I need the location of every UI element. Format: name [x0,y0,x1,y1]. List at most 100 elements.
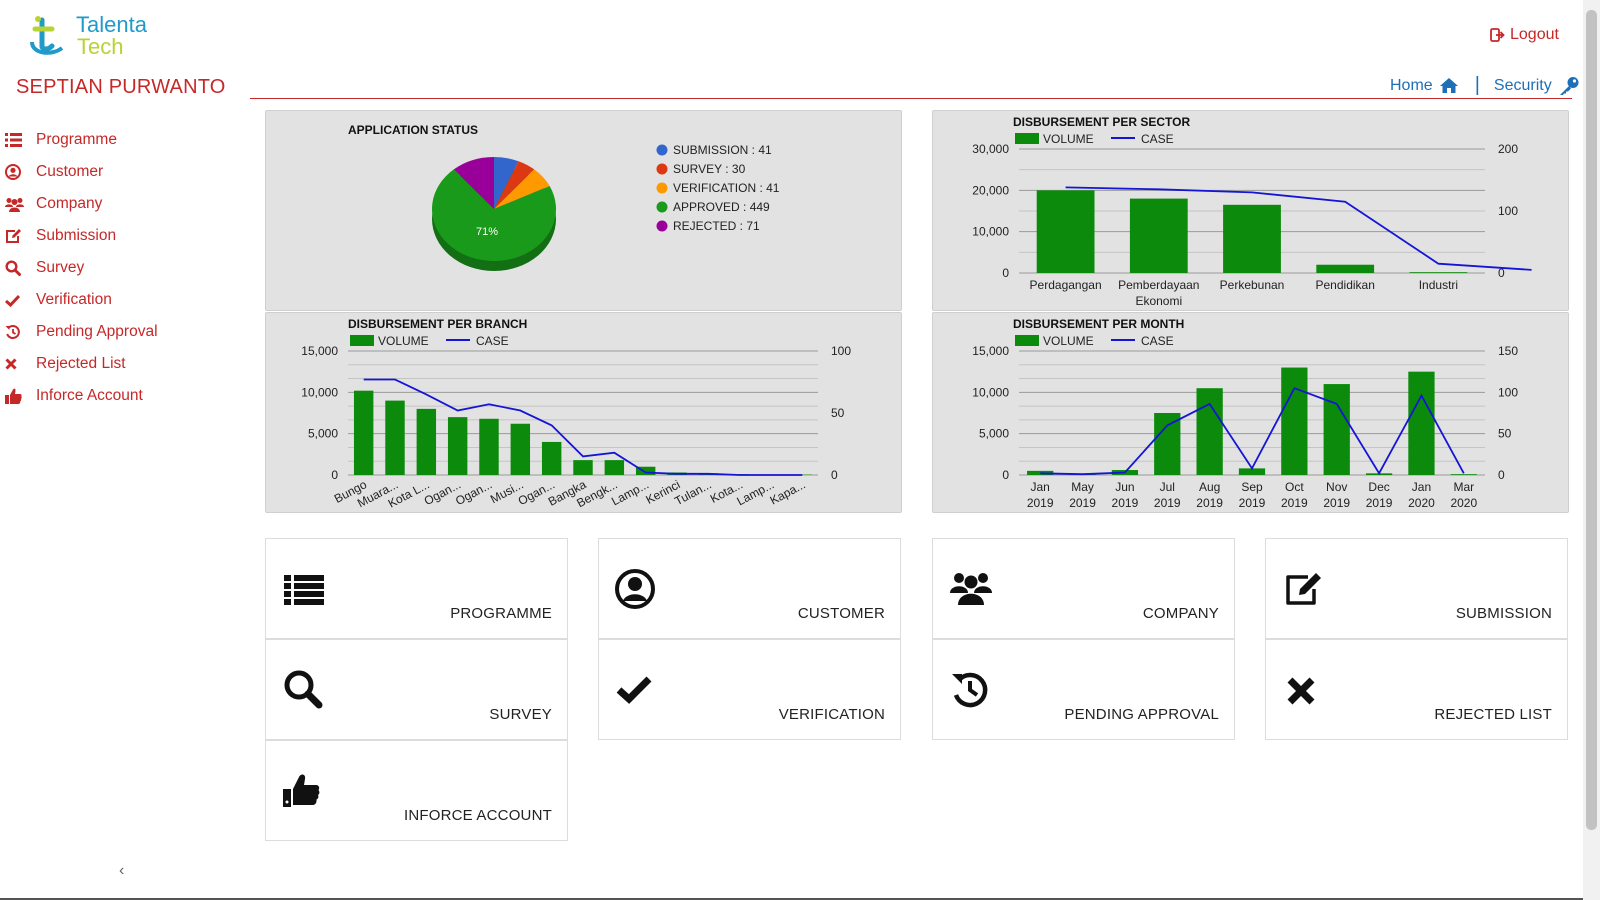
user-name: SEPTIAN PURWANTO [16,76,226,98]
home-link[interactable]: Home [1390,77,1459,95]
sign-out-icon [1490,28,1505,42]
talenta-tech-logo[interactable]: Talenta Tech [26,12,166,60]
y2-tick-label: 50 [1498,427,1512,441]
header-divider [250,98,1572,99]
logo-text-tech: Tech [77,34,124,59]
bar [385,400,405,475]
thumbs-up-icon [5,387,27,405]
sidebar-item-survey[interactable]: Survey [0,252,240,284]
y-tick-label: 5,000 [979,427,1009,441]
bar [447,417,468,475]
legend-label-survey: SURVEY : 30 [673,162,746,176]
x-tick-label: Kapa... [768,477,808,507]
legend-label-approved: APPROVED : 449 [673,200,770,214]
bar [353,390,374,475]
tile-label: PENDING APPROVAL [1064,706,1219,723]
top-nav: Home | Security [1390,74,1580,97]
x-tick-label: 2019 [1239,496,1266,510]
logout-link[interactable]: Logout [1490,26,1559,44]
sidebar-item-verification[interactable]: Verification [0,284,240,316]
tile-rejected-list[interactable]: REJECTED LIST [1265,639,1568,740]
security-link[interactable]: Security [1494,76,1580,96]
case-series-line [1040,387,1465,476]
bar [1027,470,1054,475]
history-icon [952,672,988,708]
tile-programme[interactable]: PROGRAMME [265,538,568,639]
x-tick-label: Dec [1368,480,1389,494]
sidebar-item-rejected-list[interactable]: Rejected List [0,348,240,380]
chart-title: APPLICATION STATUS [348,123,478,137]
chart-title: DISBURSEMENT PER SECTOR [1013,115,1190,129]
scrollbar-thumb[interactable] [1586,10,1597,830]
tile-company[interactable]: COMPANY [932,538,1235,639]
y-tick-label: 10,000 [972,385,1009,399]
sidebar-item-inforce-account[interactable]: Inforce Account [0,380,240,412]
x-tick-label: 2019 [1281,496,1308,510]
tile-verification[interactable]: VERIFICATION [598,639,901,740]
bar [479,418,499,475]
case-series-line [363,378,803,476]
y2-tick-label: 100 [1498,385,1518,399]
pie-slice-label: 71% [476,226,498,238]
y2-tick-label: 0 [1498,468,1505,482]
legend-swatch-survey [656,163,668,175]
x-tick-label: 2019 [1069,496,1096,510]
x-tick-label: Jul [1160,480,1175,494]
home-label: Home [1390,76,1433,94]
x-tick-label: 2019 [1112,496,1139,510]
x-tick-label: 2019 [1196,496,1223,510]
history-icon [5,323,27,341]
y-tick-label: 15,000 [972,344,1009,358]
scrollbar[interactable] [1583,0,1600,900]
tile-label: VERIFICATION [778,706,885,723]
y2-tick-label: 50 [831,406,845,420]
bar [635,466,656,475]
x-tick-label: May [1071,480,1094,494]
sidebar-item-submission[interactable]: Submission [0,220,240,252]
bar [1408,371,1435,475]
sidebar-item-customer[interactable]: Customer [0,156,240,188]
disbursement-per-branch-panel: DISBURSEMENT PER BRANCH VOLUME CASE 0 5,000 1… [265,312,902,513]
tile-customer[interactable]: CUSTOMER [598,538,901,639]
x-tick-label: Jun [1115,480,1134,494]
bar [1238,468,1266,475]
bar [541,441,562,475]
pie-slice-verification [494,169,550,209]
x-tick-label: 2019 [1027,496,1054,510]
check-icon [616,676,652,704]
list-icon [5,131,27,149]
legend-swatch-volume [350,335,374,346]
y-tick-label: 5,000 [308,427,338,441]
x-tick-label: 2020 [1408,496,1435,510]
home-icon [1439,78,1458,93]
tile-survey[interactable]: SURVEY [265,639,568,740]
x-tick-label: Perkebunan [1220,278,1285,292]
sidebar-item-label: Rejected List [36,355,126,372]
search-icon [284,670,323,709]
y-tick-label: 10,000 [301,385,338,399]
y2-tick-label: 0 [831,468,838,482]
tile-pending-approval[interactable]: PENDING APPROVAL [932,639,1235,740]
y-tick-label: 0 [1002,468,1009,482]
x-tick-label: Sep [1241,480,1263,494]
y2-tick-label: 100 [1498,204,1518,218]
bar [1409,272,1468,273]
pie-slice-rejected [453,157,494,209]
logo-text-talenta: Talenta [76,12,147,37]
tile-submission[interactable]: SUBMISSION [1265,538,1568,639]
bar [1450,474,1477,475]
x-tick-label: 2019 [1154,496,1181,510]
x-tick-label: Industri [1419,278,1458,292]
tile-inforce-account[interactable]: INFORCE ACCOUNT [265,740,568,841]
x-tick-label: Nov [1326,480,1347,494]
sidebar-item-company[interactable]: Company [0,188,240,220]
tile-label: SURVEY [489,706,552,723]
x-tick-label: 2019 [1366,496,1393,510]
sidebar-item-pending-approval[interactable]: Pending Approval [0,316,240,348]
sidebar-item-programme[interactable]: Programme [0,124,240,156]
disbursement-per-month-panel: DISBURSEMENT PER MONTH VOLUME CASE 0 5,000 10… [932,312,1569,513]
y-tick-label: 0 [1002,266,1009,280]
sidebar-collapse-toggle[interactable]: ‹ [119,862,125,879]
legend-label-volume: VOLUME [1043,334,1094,348]
